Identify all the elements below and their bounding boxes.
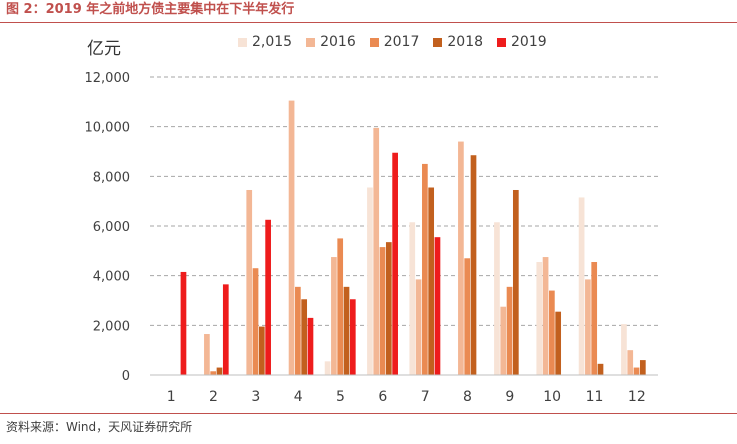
y-tick-label: 6,000: [93, 220, 130, 235]
bar-2018-m3: [258, 326, 265, 375]
x-tick-label: 9: [505, 389, 514, 405]
bar-2019-m3: [265, 219, 271, 375]
legend: 2,015 2016 2017 2018 2019: [238, 34, 547, 50]
x-tick-label: 10: [543, 389, 561, 405]
bar-2018-m11: [597, 363, 604, 375]
bar-2015-m11: [578, 197, 585, 375]
title-rule: [0, 22, 737, 23]
bar-2015-m10: [536, 262, 543, 375]
bar-2018-m8: [470, 155, 477, 375]
legend-item-2017: 2017: [369, 34, 420, 50]
x-tick-label: 12: [628, 389, 646, 405]
bar-2016-m5: [331, 257, 337, 375]
figure-source: 资料来源：Wind，天风证券研究所: [6, 420, 193, 434]
bar-2019-m7: [434, 237, 441, 375]
legend-swatch: [433, 37, 443, 47]
bar-2018-m4: [301, 299, 308, 375]
source-rule: [0, 413, 737, 414]
legend-swatch: [497, 37, 507, 47]
legend-item-2016: 2016: [306, 34, 356, 50]
bar-2019-m2: [222, 284, 229, 375]
bar-2016-m7: [415, 279, 422, 375]
legend-item-2018: 2018: [433, 34, 483, 50]
bar-2017-m12: [633, 367, 640, 375]
legend-label: 2016: [320, 34, 356, 50]
bar-2016-m9: [500, 306, 507, 375]
y-tick-label: 10,000: [85, 121, 131, 136]
legend-label: 2019: [511, 34, 547, 50]
x-tick-label: 11: [586, 389, 604, 405]
y-unit-label: 亿元: [87, 39, 121, 59]
bar-2016-m10: [542, 257, 549, 375]
bar-2015-m6: [367, 187, 373, 375]
legend-label: 2,015: [252, 34, 293, 50]
bar-2015-m7: [409, 222, 416, 375]
bar-2018-m2: [216, 367, 223, 375]
x-tick-label: 7: [421, 389, 430, 405]
bar-2017-m9: [506, 286, 513, 375]
bar-2019-m4: [307, 317, 314, 375]
bar-2015-m9: [494, 222, 500, 375]
bar-2019-m5: [349, 299, 356, 375]
bar-2017-m5: [337, 238, 344, 375]
legend-swatch: [238, 37, 247, 47]
bar-2017-m6: [379, 247, 386, 375]
bar-2015-m5: [324, 361, 331, 375]
bar-2015-m12: [621, 324, 627, 375]
x-tick-label: 4: [294, 389, 303, 405]
bar-2016-m11: [585, 279, 591, 375]
y-tick-label: 4,000: [93, 270, 130, 285]
x-tick-label: 3: [251, 389, 260, 405]
bar-2017-m8: [464, 258, 471, 375]
legend-swatch: [306, 37, 316, 47]
legend-item-2019: 2019: [497, 34, 547, 50]
bar-2016-m12: [627, 350, 634, 375]
bar-2016-m6: [373, 127, 380, 376]
y-tick-label: 2,000: [93, 319, 130, 334]
bar-2019-m6: [392, 152, 398, 375]
bar-2016-m3: [246, 189, 253, 375]
figure-title: 图 2：2019 年之前地方债主要集中在下半年发行: [6, 2, 295, 17]
bar-2016-m8: [458, 141, 464, 375]
bar-2018-m9: [512, 189, 519, 375]
bar-2016-m4: [288, 100, 295, 375]
legend-label: 2017: [383, 34, 420, 50]
bar-2018-m6: [385, 242, 392, 375]
y-tick-label: 8,000: [93, 170, 130, 185]
x-tick-label: 6: [378, 389, 387, 405]
y-tick-label: 0: [122, 369, 130, 384]
bar-2017-m11: [591, 262, 598, 375]
x-tick-label: 8: [463, 389, 472, 405]
bar-2017-m3: [252, 268, 259, 375]
bar-2017-m7: [422, 163, 428, 375]
x-tick-label: 5: [336, 389, 345, 405]
bar-2017-m2: [210, 371, 217, 375]
x-tick-label: 1: [167, 389, 176, 405]
y-tick-label: 12,000: [85, 71, 131, 86]
legend-swatch: [369, 37, 379, 47]
bar-2018-m10: [555, 311, 562, 375]
bar-2019-m1: [180, 271, 187, 375]
bar-2016-m2: [204, 334, 210, 375]
bar-2018-m7: [428, 187, 435, 375]
legend-label: 2018: [447, 34, 484, 50]
bar-2017-m4: [295, 286, 301, 375]
legend-item-2015: 2,015: [238, 34, 292, 50]
bar-2018-m12: [639, 360, 646, 375]
x-tick-label: 2: [209, 389, 218, 405]
bar-2017-m10: [549, 290, 555, 375]
bar-2018-m5: [343, 286, 350, 375]
